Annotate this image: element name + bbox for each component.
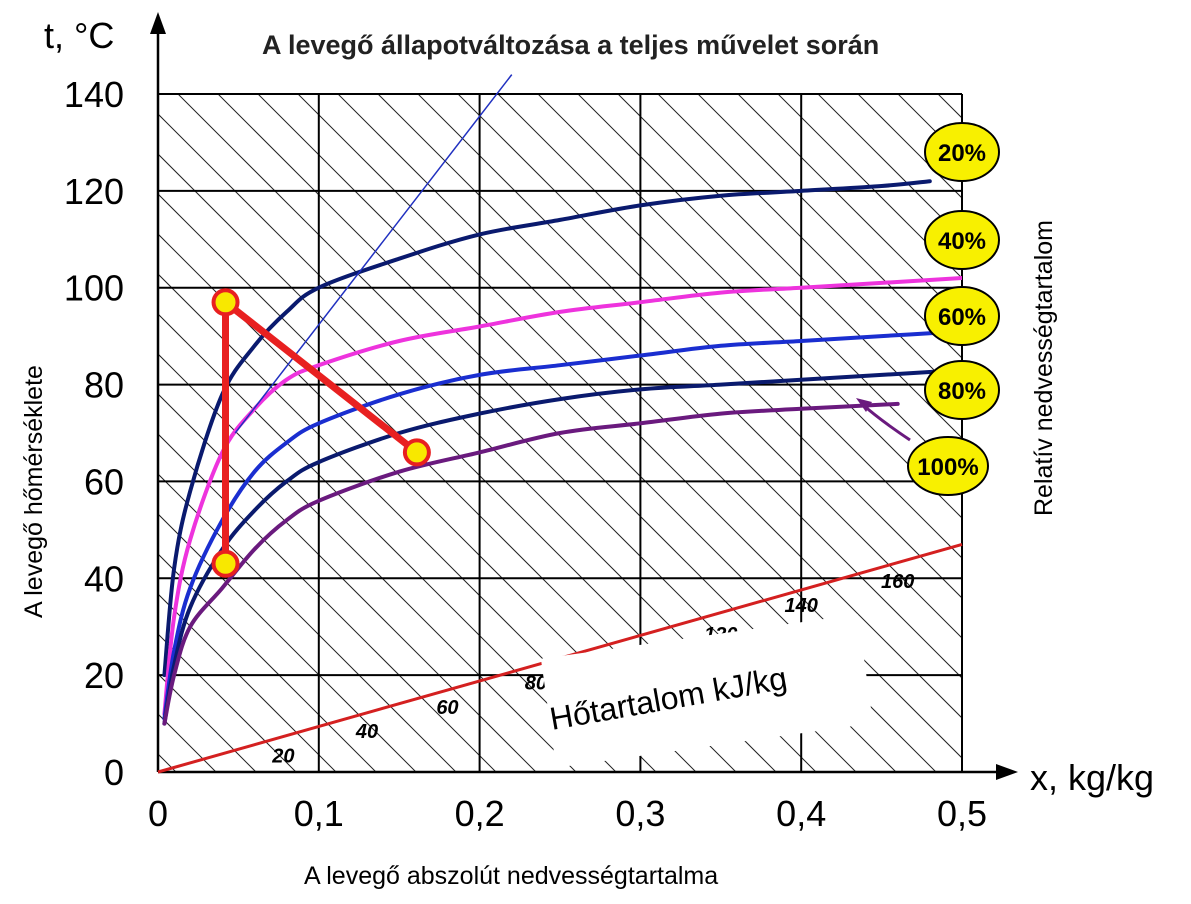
hatch-line (158, 593, 337, 772)
y-tick-label: 120 (64, 171, 124, 212)
x-tick-label: 0,5 (937, 793, 987, 834)
x-axis-title: A levegő abszolút nedvességtartalma (304, 862, 718, 890)
y-tick-label: 80 (84, 365, 124, 406)
hatch-line (978, 94, 1191, 794)
right-axis-title: Relatív nedvességtartalom (1030, 220, 1058, 516)
rh-curve (162, 329, 962, 721)
hatch-line (158, 473, 457, 772)
y-tick-label: 60 (84, 461, 124, 502)
hatch-line (158, 393, 537, 772)
hatch-line (417, 94, 962, 639)
rh-badge (924, 210, 1000, 270)
guide-lines (234, 74, 513, 434)
rh-pointer-arrow-icon (856, 398, 872, 412)
hatch-line (457, 94, 962, 599)
y-axis-symbol: t, °C (44, 15, 114, 56)
hatch-line (158, 673, 257, 772)
chart-title: A levegő állapotváltozása a teljes művel… (262, 30, 879, 60)
y-axis-arrow-icon (150, 12, 166, 34)
process-path (211, 288, 431, 578)
y-tick-label: 20 (84, 655, 124, 696)
rh-badge (924, 286, 1000, 346)
hatch-line (617, 94, 962, 439)
process-line (222, 298, 421, 564)
process-point (211, 288, 240, 317)
rh-pointer (861, 402, 911, 442)
process-point (402, 438, 431, 467)
hatch-line (737, 94, 962, 319)
hatch-line (817, 94, 962, 239)
hatch-line (337, 94, 962, 719)
rh-curve (162, 179, 932, 678)
y-tick-label: 40 (84, 558, 124, 599)
x-axis-symbol: x, kg/kg (1030, 757, 1154, 798)
hatch-line (158, 433, 497, 772)
rh-curves (162, 179, 962, 726)
enthalpy-label: 160 (881, 571, 914, 593)
y-tick-label: 140 (64, 74, 124, 115)
hatch-line (697, 94, 962, 359)
guide-line (234, 74, 513, 434)
rh-badge-label: 80% (938, 378, 986, 405)
enthalpy-label: 40 (355, 721, 378, 743)
hatch-line (1058, 94, 1191, 794)
enthalpy-title-box: Hőtartalom kJ/kg (540, 614, 874, 768)
hatch-line (857, 94, 962, 199)
rh-badge (924, 122, 1000, 182)
hatch-line (158, 633, 297, 772)
rh-badge-label: 100% (917, 454, 978, 481)
x-tick-label: 0 (148, 793, 168, 834)
hatch-line (777, 94, 962, 279)
y-tick-label: 0 (104, 752, 124, 793)
hatch-line (1098, 94, 1191, 794)
y-axis-title: A levegő hőmérséklete (20, 365, 48, 618)
axes (150, 12, 1018, 780)
rh-badge-label: 60% (938, 304, 986, 331)
x-tick-label: 0,1 (294, 793, 344, 834)
rh-badge-label: 20% (938, 140, 986, 167)
hatch-line (158, 513, 417, 772)
x-tick-label: 0,2 (455, 793, 505, 834)
x-tick-label: 0,4 (776, 793, 826, 834)
rh-badge (924, 360, 1000, 420)
enthalpy-label: 140 (785, 595, 818, 617)
y-tick-label: 100 (64, 268, 124, 309)
y-tick-labels: 0 20 40 60 80 100 120 140 (64, 74, 124, 793)
x-tick-labels: 0 0,1 0,2 0,3 0,4 0,5 (148, 793, 987, 834)
grid-lines (157, 93, 963, 773)
enthalpy-label: 20 (271, 745, 294, 767)
hatch-line (158, 353, 577, 772)
enthalpy-label: 80 (525, 673, 547, 695)
x-axis-arrow-icon (996, 764, 1018, 780)
process-point (211, 549, 240, 578)
hatch-line (297, 94, 962, 759)
hatch-line (937, 94, 962, 119)
hatch-line (158, 553, 377, 772)
hatch-line (657, 94, 962, 399)
rh-curve (162, 401, 900, 726)
rh-badge-label: 40% (938, 228, 986, 255)
rh-curve (162, 276, 962, 716)
rh-labels: 20% 40% 60% 80% 100% (856, 122, 1000, 496)
enthalpy-label: 60 (436, 697, 458, 719)
x-tick-label: 0,3 (615, 793, 665, 834)
rh-badge (907, 436, 989, 496)
hatch-line (537, 94, 962, 519)
rh-curve (162, 368, 962, 726)
